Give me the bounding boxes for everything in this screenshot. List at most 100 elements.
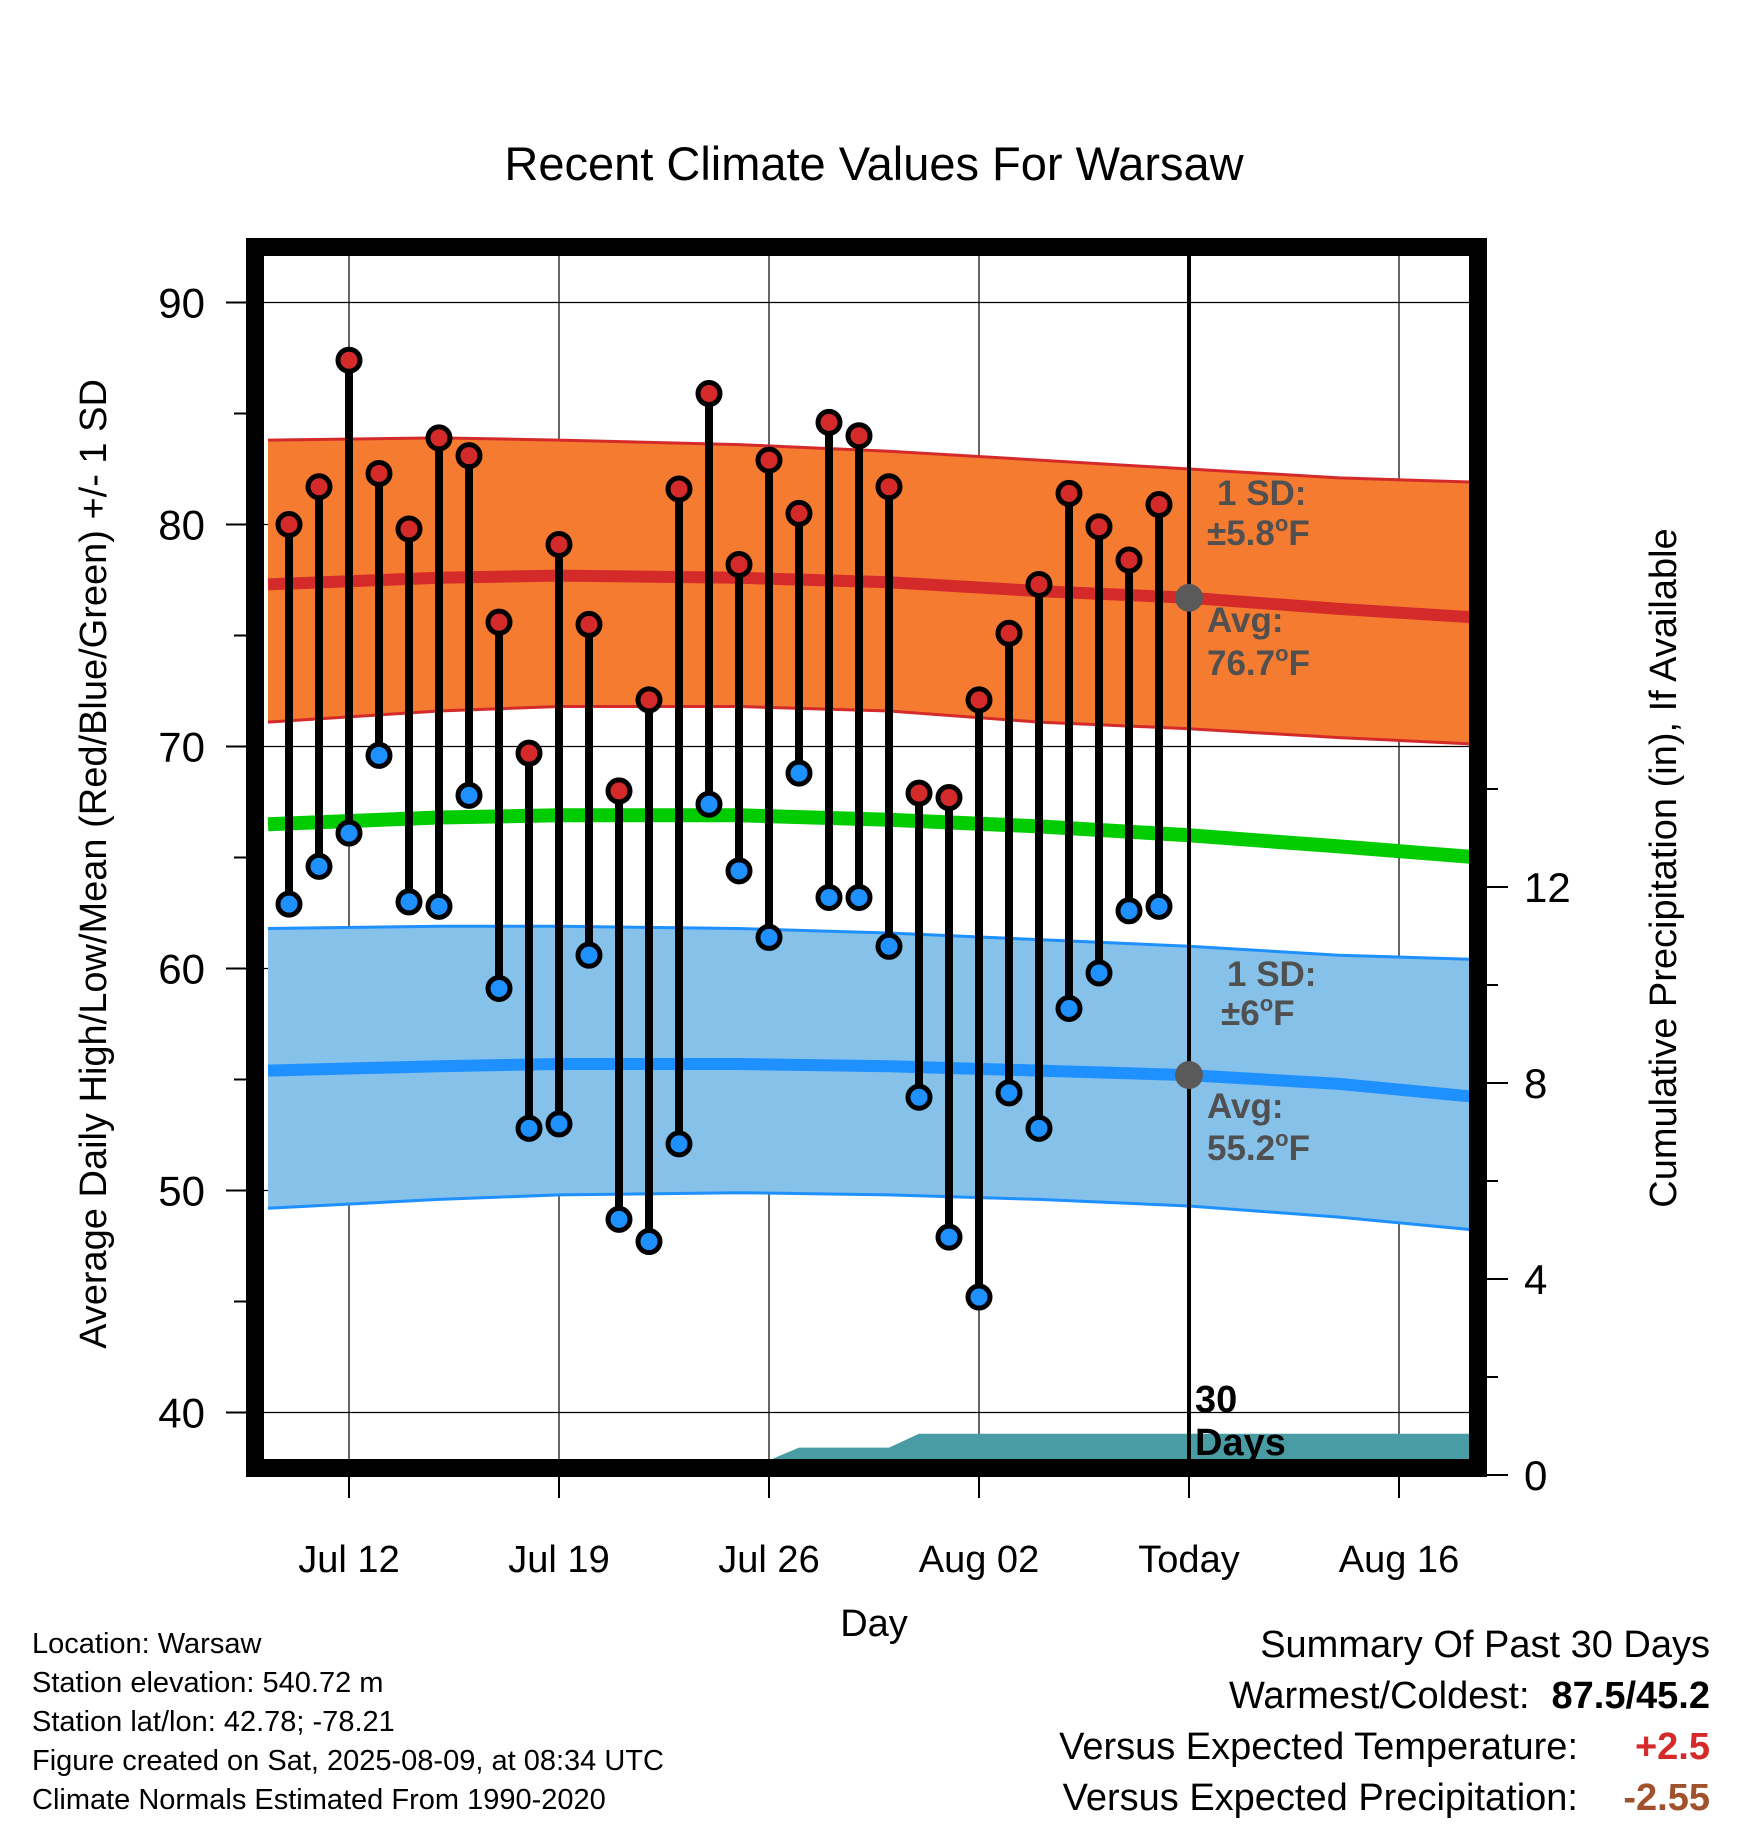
y-tick-label: 90 [158,280,205,327]
temp-label: Versus Expected Temperature: [1059,1726,1578,1768]
y-tick-label: 50 [158,1168,205,1215]
daily-low-point [575,941,603,969]
y2-tick-label: 8 [1524,1060,1547,1107]
created-text: Figure created on Sat, 2025-08-09, at 08… [32,1745,664,1777]
daily-high-point [815,408,843,436]
x-tick-label: Today [1138,1539,1239,1581]
x-tick-label: Aug 02 [919,1539,1039,1581]
low-avg-label: Avg: [1207,1087,1283,1126]
low-sd-label: 1 SD: [1227,955,1316,994]
daily-low-point [755,923,783,951]
today-high-avg-marker [1175,583,1203,612]
daily-low-point [485,974,513,1002]
daily-low-point [545,1110,573,1138]
summary-precip: Versus Expected Precipitation: -2.55 [1059,1773,1710,1824]
y2-tick-label: 0 [1524,1452,1547,1499]
daily-low-point [935,1223,963,1251]
x-axis-label: Day [840,1603,908,1645]
daily-low-point [1085,959,1113,987]
daily-high-point [1145,491,1173,519]
daily-low-point [845,883,873,911]
daily-high-point [545,530,573,558]
low-sd-value: ±6oF [1221,991,1295,1033]
days-label-text: Days [1195,1422,1286,1464]
daily-high-point [1115,546,1143,574]
y2-tick-label: 12 [1524,864,1571,911]
daily-low-point [665,1130,693,1158]
daily-low-point [1055,994,1083,1022]
x-tick-label: Jul 12 [298,1539,399,1581]
daily-low-point [1025,1114,1053,1142]
daily-high-point [1085,513,1113,541]
summary-warm-cold: Warmest/Coldest: 87.5/45.2 [1059,1671,1710,1722]
x-tick-label: Aug 16 [1339,1539,1459,1581]
daily-high-point [305,473,333,501]
station-info: Location: Warsaw Station elevation: 540.… [32,1625,664,1820]
low-avg-value: 55.2oF [1207,1126,1310,1168]
normals-text: Climate Normals Estimated From 1990-2020 [32,1784,606,1816]
daily-high-point [335,346,363,374]
daily-low-point [305,852,333,880]
daily-high-point [965,686,993,714]
daily-high-point [365,459,393,487]
summary-temp: Versus Expected Temperature: +2.5 [1059,1722,1710,1773]
daily-low-point [1145,892,1173,920]
daily-low-point [605,1205,633,1233]
daily-low-point [455,781,483,809]
daily-high-point [905,779,933,807]
summary-heading: Summary Of Past 30 Days [1260,1624,1710,1666]
y-tick-label: 40 [158,1390,205,1437]
y-axis-label: Average Daily High/Low/Mean (Red/Blue/Gr… [73,379,115,1349]
daily-low-point [695,790,723,818]
y-tick-label: 80 [158,502,205,549]
daily-high-point [485,608,513,636]
daily-high-point [695,380,723,408]
daily-high-point [1025,570,1053,598]
elevation-text: Station elevation: 540.72 m [32,1667,384,1699]
daily-high-point [275,511,303,538]
daily-low-point [365,741,393,769]
daily-high-point [605,777,633,805]
daily-low-point [335,819,363,847]
daily-low-point [425,892,453,920]
daily-low-point [815,883,843,911]
daily-high-point [1055,479,1083,507]
daily-low-point [965,1283,993,1311]
daily-high-point [755,446,783,474]
daily-low-point [1115,897,1143,925]
plot-frame [246,238,1487,1477]
daily-high-point [845,422,873,450]
y2-axis-label: Cumulative Precipitation (in), If Availa… [1643,528,1685,1207]
x-tick-label: Jul 26 [718,1539,819,1581]
daily-low-point [395,888,423,916]
latlon-text: Station lat/lon: 42.78; -78.21 [32,1706,395,1738]
low-lower-line [267,1191,1478,1232]
daily-low-point [995,1079,1023,1107]
daily-high-point [785,499,813,527]
high-sd-value: ±5.8oF [1207,511,1310,553]
daily-high-point [425,424,453,452]
daily-low-point [905,1083,933,1111]
high-avg-label: Avg: [1207,601,1283,640]
daily-high-point [515,739,543,767]
low-avg-line [267,1058,1478,1104]
daily-high-point [725,550,753,578]
low-sd-band [268,926,1478,1231]
x-tick-label: Jul 19 [508,1539,609,1581]
today-low-avg-marker [1175,1061,1203,1090]
daily-low-point [725,857,753,885]
daily-low-point [875,932,903,960]
summary-panel: Summary Of Past 30 Days Warmest/Coldest:… [1059,1620,1710,1824]
daily-high-point [455,442,483,470]
daily-high-point [935,784,963,812]
y-tick-label: 60 [158,946,205,993]
precip-value: -2.55 [1623,1777,1710,1819]
mean-avg-line [267,808,1478,865]
daily-low-point [515,1114,543,1142]
daily-low-point [275,890,303,918]
precip-label: Versus Expected Precipitation: [1062,1777,1578,1819]
location-text: Location: Warsaw [32,1628,262,1660]
days-label-number: 30 [1195,1379,1237,1421]
high-avg-value: 76.7oF [1207,641,1310,683]
